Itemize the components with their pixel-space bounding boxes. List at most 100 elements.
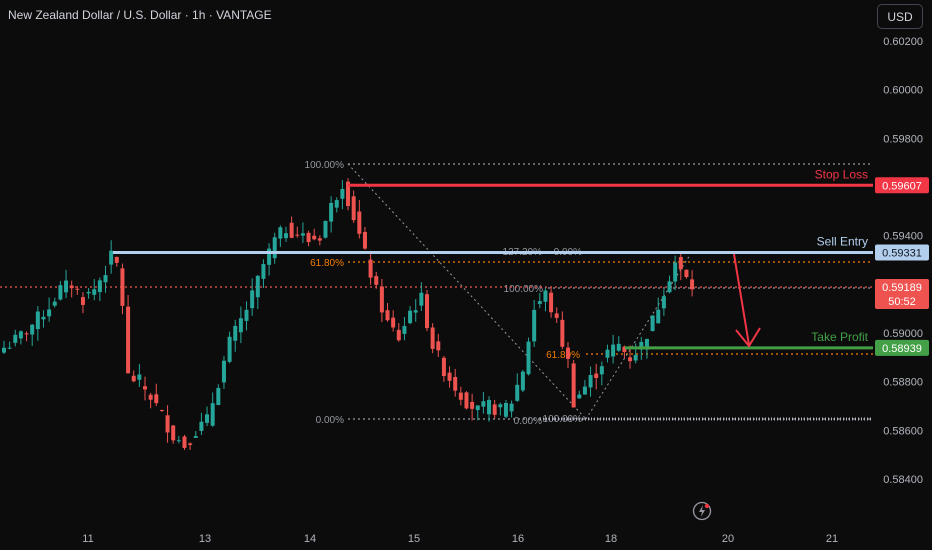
candle-body: [391, 317, 396, 328]
fib-label: 100.00%: [543, 414, 583, 425]
candle-body: [566, 347, 570, 359]
candle-body: [2, 347, 6, 353]
candle-body: [176, 440, 181, 442]
price-axis: 0.60200 0.60000 0.59800 0.59400 0.59000 0.588…: [883, 36, 923, 486]
candle-body: [351, 196, 356, 221]
candle-body: [267, 248, 272, 265]
candle-body: [526, 341, 531, 375]
candle-body: [114, 256, 119, 263]
candle-body: [143, 386, 147, 390]
candle-body: [419, 292, 424, 306]
candle-body: [255, 275, 260, 298]
fib-diagonal-2: [585, 254, 691, 420]
candle-body: [131, 375, 136, 382]
candle-body: [481, 401, 486, 407]
time-tick-label: 15: [408, 533, 420, 545]
candle-body: [605, 349, 610, 358]
time-tick-label: 11: [82, 533, 93, 545]
candle-body: [261, 264, 266, 279]
candle-body: [120, 268, 125, 306]
lightning-icon[interactable]: [692, 501, 712, 521]
candle-body: [537, 301, 542, 304]
candle-body: [515, 384, 520, 401]
candle-body: [464, 392, 469, 409]
candle-body: [441, 357, 446, 377]
candle-body: [470, 401, 475, 409]
fib-label: 0.00%: [514, 416, 542, 427]
candle-body: [667, 281, 672, 293]
candle-body: [205, 414, 210, 423]
candle-body: [532, 309, 537, 342]
candle-body: [582, 386, 587, 395]
projection-arrow-head: [735, 327, 761, 348]
candle-body: [690, 279, 695, 290]
candle-body: [289, 222, 294, 238]
candles-layer: [2, 178, 695, 450]
candle-body: [498, 404, 503, 408]
candle-body: [475, 405, 480, 411]
candle-body: [357, 211, 362, 234]
candle-body: [543, 290, 548, 302]
candle-body: [64, 280, 69, 293]
sell-entry-price-value: 0.59331: [882, 247, 922, 259]
stop-loss-label: Stop Loss: [815, 167, 868, 181]
candle-body: [58, 285, 63, 300]
price-tick-label: 0.59400: [883, 231, 923, 243]
candle-body: [447, 372, 452, 381]
candle-body: [30, 324, 35, 335]
candle-body: [278, 227, 283, 239]
time-tick-label: 21: [826, 533, 838, 545]
candle-body: [509, 403, 514, 412]
price-tick-label: 0.58800: [883, 377, 923, 389]
current-price-tag: [875, 279, 929, 310]
candle-body: [227, 336, 232, 362]
sell-entry-label: Sell Entry: [817, 234, 868, 248]
candle-body: [92, 289, 97, 295]
symbol-title: New Zealand Dollar / U.S. Dollar · 1h · …: [8, 8, 272, 22]
take-profit-label: Take Profit: [811, 330, 868, 344]
candle-body: [13, 334, 18, 343]
candle-body: [549, 292, 554, 313]
candle-body: [616, 343, 621, 351]
fibonacci-layer: 100.00%61.80%0.00%127.20%0.00%100.00%61.…: [0, 160, 873, 427]
candle-body: [503, 402, 508, 417]
candle-body: [137, 374, 142, 380]
currency-button[interactable]: USD: [877, 4, 923, 29]
candle-body: [75, 288, 80, 290]
candle-body: [678, 256, 683, 270]
fib-label: 100.00%: [504, 284, 544, 295]
candle-body: [571, 363, 576, 408]
candle-body: [300, 233, 305, 236]
candle-body: [244, 309, 249, 321]
fib-label: 61.80%: [546, 350, 580, 361]
candle-body: [402, 326, 407, 334]
candle-body: [148, 394, 153, 400]
candle-body: [221, 360, 226, 383]
candle-body: [284, 233, 288, 239]
take-profit-price-tag: [875, 339, 929, 356]
candle-body: [69, 285, 74, 289]
candle-body: [594, 373, 599, 379]
candle-body: [661, 296, 666, 309]
candle-body: [154, 394, 159, 404]
fib-label: 61.80%: [310, 258, 344, 269]
candle-body: [436, 341, 441, 351]
sell-entry-price-tag: [875, 244, 929, 261]
current-price-value: 0.59189: [882, 282, 922, 294]
candle-body: [560, 319, 565, 347]
stop-loss-price-tag: [875, 177, 929, 194]
candle-body: [487, 399, 492, 415]
time-tick-label: 18: [605, 533, 617, 545]
candle-body: [126, 306, 131, 374]
candle-body: [492, 404, 497, 415]
candle-body: [165, 415, 170, 433]
candle-body: [374, 276, 379, 285]
price-tick-label: 0.59000: [883, 328, 923, 340]
fib-label: 0.00%: [316, 415, 344, 426]
candle-body: [385, 310, 390, 321]
candle-body: [80, 297, 85, 305]
time-tick-label: 13: [199, 533, 211, 545]
candle-body: [210, 403, 215, 426]
candle-body: [577, 394, 582, 399]
